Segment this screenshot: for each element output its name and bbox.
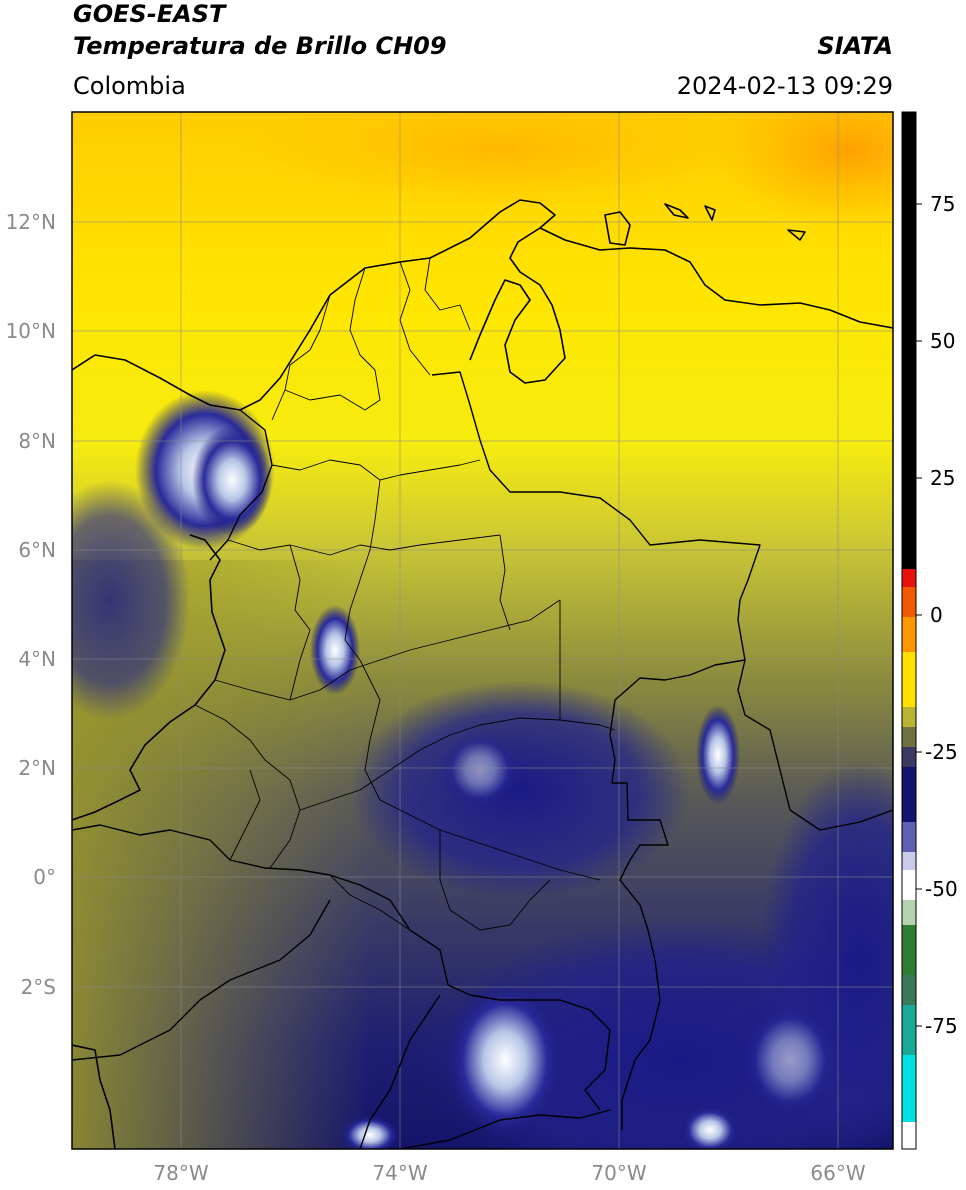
lon-label: 70°W [591, 1161, 646, 1185]
colorbar-segment-olive-light [902, 707, 916, 727]
map-frame [71, 111, 894, 1150]
colorbar-segment-pale-green [902, 900, 916, 925]
lat-label: 6°N [18, 538, 56, 562]
department-borders [194, 257, 616, 931]
colorbar-segment-lavender [902, 852, 916, 870]
lat-label: 4°N [18, 647, 56, 671]
region-label: Colombia [73, 72, 186, 100]
lat-label: 12°N [6, 210, 56, 234]
satellite-image [72, 112, 893, 1149]
lat-label: 2°S [21, 975, 56, 999]
lat-label: 0° [33, 865, 56, 889]
colorbar-tick-label: 0 [930, 603, 943, 627]
colorbar-segment-green [902, 925, 916, 975]
lon-label: 66°W [810, 1161, 865, 1185]
colorbar-tick-label: -50 [925, 877, 958, 901]
colorbar-frame [901, 111, 917, 1150]
lat-label: 10°N [6, 319, 56, 343]
colorbar-segment-teal [902, 1005, 916, 1055]
title-line-1: GOES-EAST [73, 0, 226, 28]
title-line-2: Temperatura de Brillo CH09 [73, 32, 447, 60]
colorbar: 75 50 25 0 -25 -50 -75 [901, 111, 958, 1150]
lat-label: 8°N [18, 429, 56, 453]
colorbar-segment-yellow [902, 652, 916, 707]
colorbar-segment-black [902, 112, 916, 569]
graticule [72, 112, 893, 1149]
latitude-labels: 12°N 10°N 8°N 6°N 4°N 2°N 0° 2°S [6, 210, 56, 999]
longitude-labels: 78°W 74°W 70°W 66°W [153, 1161, 865, 1185]
colorbar-tick-label: 25 [930, 466, 955, 490]
colorbar-segment-periwinkle [902, 822, 916, 852]
lat-label: 2°N [18, 756, 56, 780]
country-borders [72, 371, 893, 1149]
colorbar-segment-orange [902, 617, 916, 652]
colorbar-segment-cyan [902, 1055, 916, 1122]
colorbar-segment-slate [902, 747, 916, 767]
colorbar-segment-navy [902, 767, 916, 822]
colorbar-segment-white [902, 870, 916, 900]
colorbar-tick-label: -25 [925, 740, 958, 764]
datetime-label: 2024-02-13 09:29 [676, 72, 893, 100]
colorbar-segment-red [902, 569, 916, 587]
lon-label: 74°W [372, 1161, 427, 1185]
colorbar-segment-olive [902, 727, 916, 747]
colorbar-tick-label: -75 [925, 1014, 958, 1038]
colorbar-segment-bottom-white [902, 1122, 916, 1149]
colorbar-tick-label: 75 [930, 192, 955, 216]
source-label: SIATA [817, 32, 893, 60]
colorbar-segment-teal-dark [902, 975, 916, 1005]
lon-label: 78°W [153, 1161, 208, 1185]
colorbar-segment-orange-red [902, 587, 916, 617]
colorbar-tick-label: 50 [930, 329, 955, 353]
